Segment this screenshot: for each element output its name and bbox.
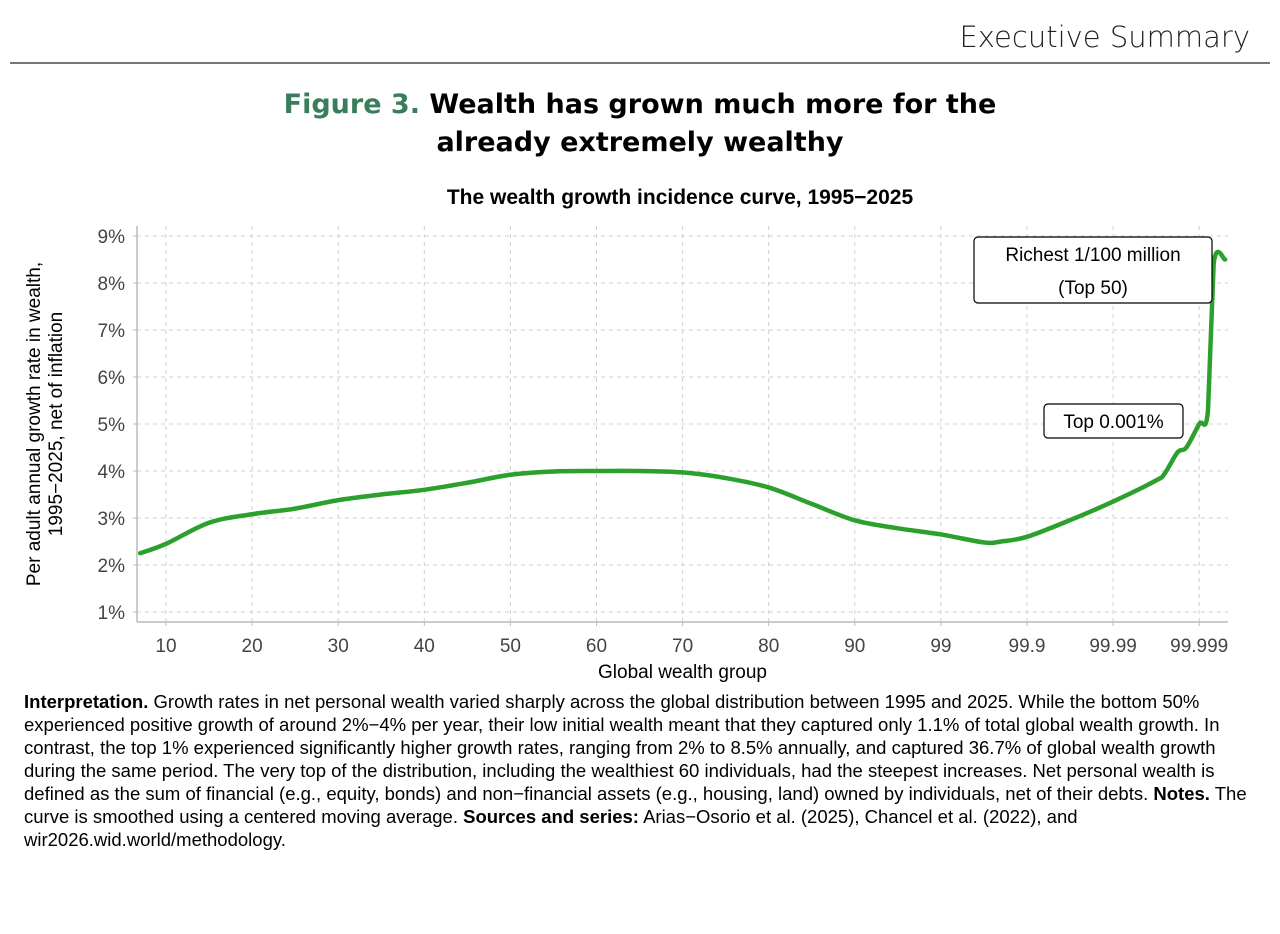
interpretation-text: Interpretation. Growth rates in net pers…	[24, 690, 1254, 851]
x-tick-label: 50	[500, 636, 521, 657]
y-axis-label: Per adult annual growth rate in wealth,1…	[24, 262, 67, 586]
annotation-box	[973, 236, 1213, 304]
annotation-label: Richest 1/100 million	[1005, 245, 1180, 266]
y-axis-label-line: Per adult annual growth rate in wealth,	[24, 262, 45, 586]
chart: 1% 2% 3% 4% 5% 6% 7% 8% 9% 10 20 30 40 50 60 70 80 90 99 99…	[24, 226, 1228, 683]
x-tick-label: 99.9	[1009, 636, 1046, 657]
x-tick-label: 60	[586, 636, 607, 657]
figure-title-text: Wealth has grown much more for the alrea…	[429, 89, 997, 158]
y-tick-label: 1%	[98, 603, 126, 624]
y-tick-label: 6%	[98, 368, 126, 389]
x-tick-label: 10	[155, 636, 176, 657]
sources-body: Arias−Osorio et al. (2025), Chancel et a…	[24, 806, 1078, 850]
y-tick-label: 2%	[98, 556, 126, 577]
x-tick-label: 80	[758, 636, 779, 657]
notes-label: Notes.	[1153, 783, 1210, 804]
notes-body: The curve is smoothed using a centered m…	[24, 783, 1247, 827]
interpretation-body: Growth rates in net personal wealth vari…	[24, 691, 1220, 804]
section-header: Executive Summary	[959, 20, 1250, 54]
chart-title: The wealth growth incidence curve, 1995−…	[446, 186, 914, 209]
series-line	[137, 249, 1228, 556]
sources-label: Sources and series:	[463, 806, 639, 827]
annotation-label: Top 0.001%	[1063, 412, 1163, 433]
x-tick-label: 70	[672, 636, 693, 657]
x-axis-label: Global wealth group	[598, 662, 767, 683]
x-tick-label: 99.99	[1089, 636, 1137, 657]
y-tick-label: 9%	[98, 227, 126, 248]
y-tick-label: 7%	[98, 321, 126, 342]
x-tick-label: 99.999	[1170, 636, 1228, 657]
x-tick-label: 99	[930, 636, 951, 657]
x-tick-label: 30	[328, 636, 349, 657]
x-tick-label: 20	[242, 636, 263, 657]
figure-title: Figure 3. Wealth has grown much more for…	[0, 86, 1130, 162]
figure-number: Figure 3.	[283, 89, 420, 120]
y-tick-label: 4%	[98, 462, 126, 483]
x-tick-label: 40	[414, 636, 435, 657]
y-axis-label-line: 1995−2025, net of inflation	[46, 312, 67, 537]
header-rule	[10, 62, 1270, 64]
y-tick-label: 5%	[98, 415, 126, 436]
x-tick-label: 90	[844, 636, 865, 657]
y-tick-label: 3%	[98, 509, 126, 530]
interpretation-label: Interpretation.	[24, 691, 149, 712]
annotation-box	[1043, 403, 1184, 439]
annotation-label: (Top 50)	[1058, 278, 1128, 299]
y-tick-label: 8%	[98, 274, 126, 295]
